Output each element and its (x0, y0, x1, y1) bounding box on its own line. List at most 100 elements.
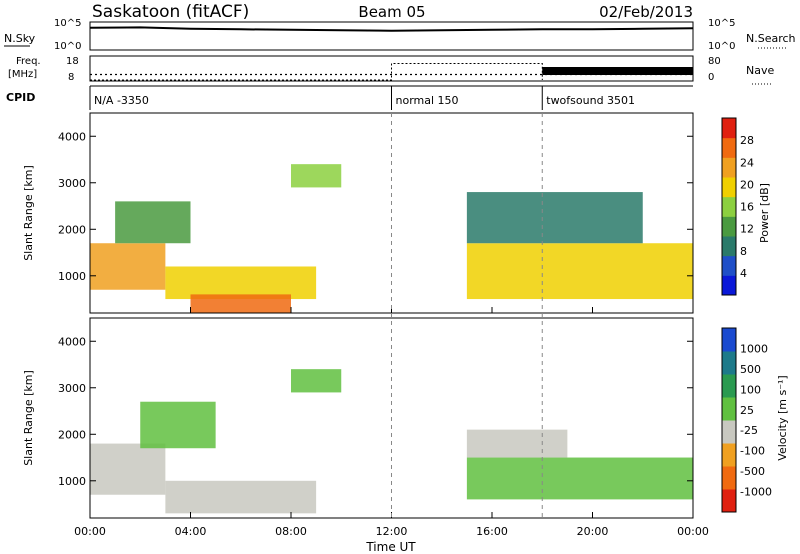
colorbar-tick-label: 25 (740, 404, 754, 417)
noise-left-tick-top: 10^5 (54, 18, 81, 29)
time-x-axis: 00:00 04:00 08:00 12:00 16:00 20:00 00:00 (74, 113, 709, 538)
heatmap-cell (140, 401, 216, 449)
noise-right-tick-top: 10^5 (708, 18, 735, 29)
y-tick-label: 2000 (58, 428, 86, 441)
velocity-y-axis: 1000 2000 3000 4000 (58, 335, 693, 488)
freq-left-label-1: Freq. (16, 56, 41, 67)
y-tick-label: 3000 (58, 177, 86, 190)
colorbar-tick-label: 8 (740, 245, 747, 258)
cpid-panel: CPID N/A -3350 normal 150 twofsound 3501 (6, 85, 693, 110)
heatmap-cell (115, 201, 191, 244)
freq-right-tick-bottom: 0 (708, 72, 714, 83)
colorbar-swatch (722, 397, 736, 421)
power-y-axis: 1000 2000 3000 4000 (58, 130, 693, 283)
nave-dense-block (542, 67, 693, 75)
freq-left-tick-top: 18 (66, 56, 79, 67)
colorbar-frame (721, 327, 737, 513)
heatmap-cell (165, 480, 317, 514)
noise-left-label: N.Sky (4, 32, 36, 45)
colorbar-swatch (722, 216, 736, 237)
colorbar-swatch (722, 275, 736, 296)
heatmap-cell (90, 443, 166, 495)
colorbar-swatch (722, 443, 736, 467)
y-tick-label: 1000 (58, 475, 86, 488)
y-tick-label: 3000 (58, 382, 86, 395)
colorbar-swatch (722, 489, 736, 513)
colorbar-tick-label: 1000 (740, 342, 768, 355)
colorbar-tick-label: 500 (740, 363, 761, 376)
velocity-heatmap (90, 369, 693, 514)
colorbar-tick-label: 12 (740, 223, 754, 236)
colorbar-tick-label: -100 (740, 445, 765, 458)
colorbar-swatch (722, 466, 736, 490)
power-colorbar: 4 8 12 16 20 24 28 (721, 117, 754, 296)
colorbar-swatch (722, 177, 736, 198)
freq-right-label: Nave (746, 64, 774, 77)
colorbar-tick-label: 28 (740, 134, 754, 147)
power-panel: 1000 2000 3000 4000 Slant Range [km] 4 8 12 16… (22, 112, 771, 314)
colorbar-tick-label: 24 (740, 156, 754, 169)
freq-right-tick-top: 80 (708, 56, 721, 67)
heatmap-cell (466, 192, 643, 244)
cpid-segment-label: N/A -3350 (94, 94, 149, 107)
power-colorbar-label: Power [dB] (758, 183, 771, 243)
heatmap-cell (466, 429, 568, 458)
heatmap-cell (90, 243, 166, 290)
colorbar-tick-label: 16 (740, 201, 754, 214)
colorbar-swatch (722, 157, 736, 178)
x-tick-label: 08:00 (275, 525, 307, 538)
noise-panel: N.Sky 10^5 10^0 10^5 10^0 N.Search (4, 18, 796, 52)
colorbar-tick-label: 20 (740, 178, 754, 191)
velocity-ylabel: Slant Range [km] (22, 370, 35, 466)
y-tick-label: 4000 (58, 335, 86, 348)
colorbar-swatch (722, 236, 736, 257)
colorbar-tick-label: -25 (740, 424, 758, 437)
freq-left-tick-bottom: 8 (68, 72, 74, 83)
colorbar-tick-label: -1000 (740, 486, 772, 499)
x-tick-label: 20:00 (577, 525, 609, 538)
velocity-colorbar-label: Velocity [m s⁻¹] (776, 375, 789, 460)
colorbar-swatch (722, 351, 736, 375)
colorbar-tick-label: -500 (740, 465, 765, 478)
colorbar-tick-label: 4 (740, 267, 747, 280)
colorbar-swatch (722, 118, 736, 139)
colorbar-swatch (722, 137, 736, 158)
freq-panel: Freq. [MHz] 18 8 80 0 Nave (8, 55, 774, 85)
y-tick-label: 2000 (58, 223, 86, 236)
colorbar-swatch (722, 420, 736, 444)
noise-left-tick-bottom: 10^0 (54, 41, 81, 52)
y-tick-label: 4000 (58, 130, 86, 143)
x-tick-label: 00:00 (74, 525, 106, 538)
cpid-segment-label: normal 150 (396, 94, 459, 107)
heatmap-cell (466, 457, 693, 500)
x-tick-label: 04:00 (175, 525, 207, 538)
date-title: 02/Feb/2013 (599, 3, 693, 21)
colorbar-swatch (722, 374, 736, 398)
heatmap-cell (291, 369, 342, 393)
colorbar-swatch (722, 255, 736, 276)
freq-left-label-2: [MHz] (8, 69, 37, 80)
cpid-segment-label: twofsound 3501 (546, 94, 635, 107)
nave-line (90, 63, 543, 81)
noise-right-label: N.Search (746, 32, 796, 45)
heatmap-cell (165, 266, 317, 300)
noise-panel-frame (89, 21, 694, 51)
beam-title: Beam 05 (358, 3, 425, 21)
y-tick-label: 1000 (58, 270, 86, 283)
heatmap-cell (466, 243, 693, 300)
heatmap-cell (291, 164, 342, 188)
colorbar-swatch (722, 328, 736, 352)
x-tick-label: 12:00 (376, 525, 408, 538)
station-title: Saskatoon (fitACF) (92, 2, 249, 22)
noise-right-tick-bottom: 10^0 (708, 41, 735, 52)
power-heatmap (90, 164, 693, 313)
heatmap-cell (190, 294, 291, 313)
colorbar-swatch (722, 196, 736, 217)
x-axis-label: Time UT (365, 540, 416, 554)
colorbar-frame (721, 117, 737, 296)
velocity-panel: 1000 2000 3000 4000 Slant Range [km] -1000 -… (22, 317, 789, 519)
x-tick-label: 16:00 (476, 525, 508, 538)
cpid-label: CPID (6, 91, 35, 104)
power-ylabel: Slant Range [km] (22, 165, 35, 261)
